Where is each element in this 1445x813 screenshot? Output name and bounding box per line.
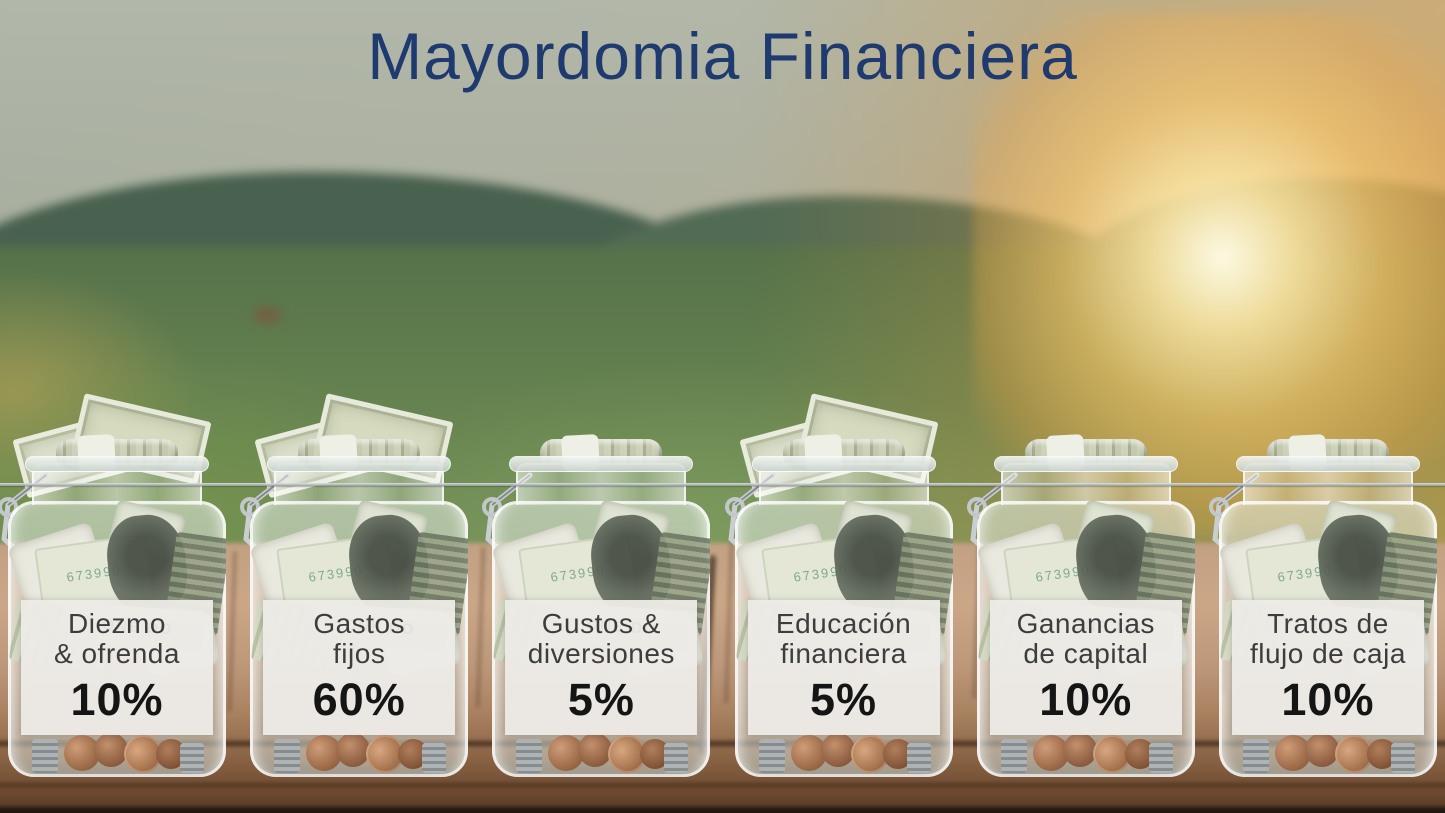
coin-stack xyxy=(664,743,689,773)
jar-body: 673990 ONE DO Gastos fijos 60% xyxy=(250,501,469,777)
jar-category-line1: Gastos xyxy=(313,607,406,639)
coin-stack xyxy=(1242,739,1269,773)
coin-stack xyxy=(180,743,204,773)
jar-category-line2: diversiones xyxy=(527,637,675,669)
jar-body: 673990 ONE DO Diezmo & ofrenda 10% xyxy=(8,501,226,777)
coins xyxy=(250,731,468,773)
coins xyxy=(1219,731,1437,773)
jar-percentage: 5% xyxy=(810,674,878,725)
coin xyxy=(850,735,889,773)
jar-percentage: 10% xyxy=(70,674,164,725)
jar-body: 673990 ONE DO Educación financiera 5% xyxy=(734,501,953,777)
jar-percentage: 5% xyxy=(567,674,635,725)
money-jar-tratos-flujo-caja: 673990 ONE DO Tratos de flujo de caja 10… xyxy=(1208,385,1439,777)
jar-category-line1: Educación xyxy=(775,607,912,639)
slide-title: Mayordomia Financiera xyxy=(367,19,1078,93)
jar-percentage: 60% xyxy=(312,674,406,725)
jar-label: Educación financiera 5% xyxy=(747,599,940,735)
coin xyxy=(366,735,405,773)
jar-label: Tratos de flujo de caja 10% xyxy=(1231,599,1424,735)
coin-stack xyxy=(1148,743,1173,773)
jar-category-line1: Ganancias xyxy=(1016,607,1155,639)
coin-stack xyxy=(422,743,447,773)
table-edge-line xyxy=(0,783,1445,787)
jar-category-line1: Gustos & xyxy=(541,607,661,639)
coin-stack xyxy=(758,739,785,773)
jar-label: Diezmo & ofrenda 10% xyxy=(21,599,213,735)
coin xyxy=(1092,735,1131,773)
coin-stack xyxy=(516,739,543,773)
jar-body: 673990 ONE DO Gustos & diversiones 5% xyxy=(492,501,711,777)
jar-body: 673990 ONE DO Ganancias de capital 10% xyxy=(976,501,1195,777)
money-jar-gastos-fijos: 673990 ONE DO Gastos fijos 60% xyxy=(240,385,470,777)
money-jar-ganancias-capital: 673990 ONE DO Ganancias de capital 10% xyxy=(966,385,1197,777)
coin xyxy=(124,735,162,773)
coins xyxy=(492,731,710,773)
jar-percentage: 10% xyxy=(1039,674,1133,725)
coin xyxy=(578,733,613,767)
coin xyxy=(1062,733,1097,767)
coin-stack xyxy=(32,739,58,773)
jar-category-line2: de capital xyxy=(1023,637,1149,669)
wooden-table xyxy=(0,530,1445,813)
jar-label: Ganancias de capital 10% xyxy=(989,599,1182,735)
coin xyxy=(94,733,128,767)
jar-category-line2: financiera xyxy=(780,637,907,669)
coin-stack xyxy=(906,743,931,773)
jar-percentage: 10% xyxy=(1281,674,1375,725)
jar-label: Gastos fijos 60% xyxy=(263,599,456,735)
coin-stack xyxy=(1390,743,1415,773)
coin-stack xyxy=(274,739,301,773)
coin xyxy=(1334,735,1373,773)
clamp-wire-bar xyxy=(0,483,1445,486)
jar-label: Gustos & diversiones 5% xyxy=(505,599,698,735)
jar-category-line1: Tratos de xyxy=(1267,607,1389,639)
table-bottom-shadow xyxy=(0,807,1445,813)
coin xyxy=(336,733,371,767)
coins xyxy=(735,731,953,773)
coin xyxy=(1304,733,1339,767)
jar-body: 673990 ONE DO Tratos de flujo de caja 10… xyxy=(1218,501,1437,777)
jar-category-line1: Diezmo xyxy=(68,607,166,639)
table-edge-line xyxy=(0,741,1445,746)
coins xyxy=(8,731,226,773)
jar-category-line2: flujo de caja xyxy=(1249,637,1406,669)
coin-stack xyxy=(1000,739,1027,773)
coins xyxy=(977,731,1195,773)
money-jar-gustos-diversiones: 673990 ONE DO Gustos & diversiones 5% xyxy=(482,385,712,777)
jar-category-line2: & ofrenda xyxy=(54,637,180,669)
money-jar-educacion-financiera: 673990 ONE DO Educación financiera 5% xyxy=(724,385,955,777)
coin xyxy=(608,735,647,773)
jar-category-line2: fijos xyxy=(333,637,386,669)
jars-row: 673990 ONE DO Diezmo & ofrenda 10% xyxy=(0,385,1439,777)
coin xyxy=(820,733,855,767)
money-jar-diezmo-ofrenda: 673990 ONE DO Diezmo & ofrenda 10% xyxy=(0,385,228,777)
